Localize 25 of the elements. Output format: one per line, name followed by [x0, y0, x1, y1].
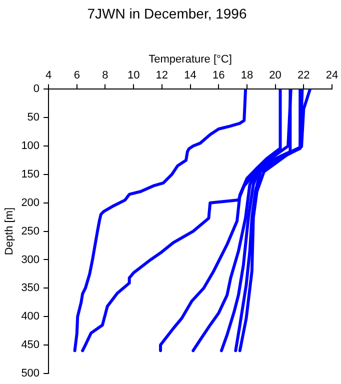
x-tick-label: 22	[298, 70, 310, 82]
y-tick-label: 450	[21, 339, 40, 352]
chart-title: 7JWN in December, 1996	[87, 5, 247, 22]
y-tick-label: 300	[21, 254, 40, 266]
x-tick-label: 4	[45, 70, 52, 82]
y-tick-label: 500	[21, 367, 40, 380]
x-tick-label: 8	[102, 70, 108, 82]
y-tick-label: 100	[21, 140, 40, 152]
y-tick-label: 250	[21, 225, 40, 238]
y-tick-label: 50	[27, 112, 40, 124]
x-tick-label: 14	[184, 70, 196, 82]
x-tick-label: 6	[74, 70, 80, 82]
y-axis-title: Depth [m]	[4, 207, 16, 256]
x-axis-title: Temperature [°C]	[148, 53, 232, 66]
x-tick-label: 10	[127, 70, 140, 82]
y-tick-label: 400	[21, 310, 40, 323]
x-tick-label: 12	[156, 70, 168, 82]
x-tick-label: 18	[240, 70, 254, 82]
x-tick-label: 20	[269, 70, 282, 82]
x-tick-label: 16	[212, 70, 225, 82]
y-tick-label: 0	[33, 83, 40, 96]
y-tick-label: 150	[21, 168, 40, 180]
y-tick-label: 350	[21, 282, 40, 294]
y-tick-label: 200	[21, 196, 40, 209]
x-tick-label: 24	[326, 70, 338, 82]
